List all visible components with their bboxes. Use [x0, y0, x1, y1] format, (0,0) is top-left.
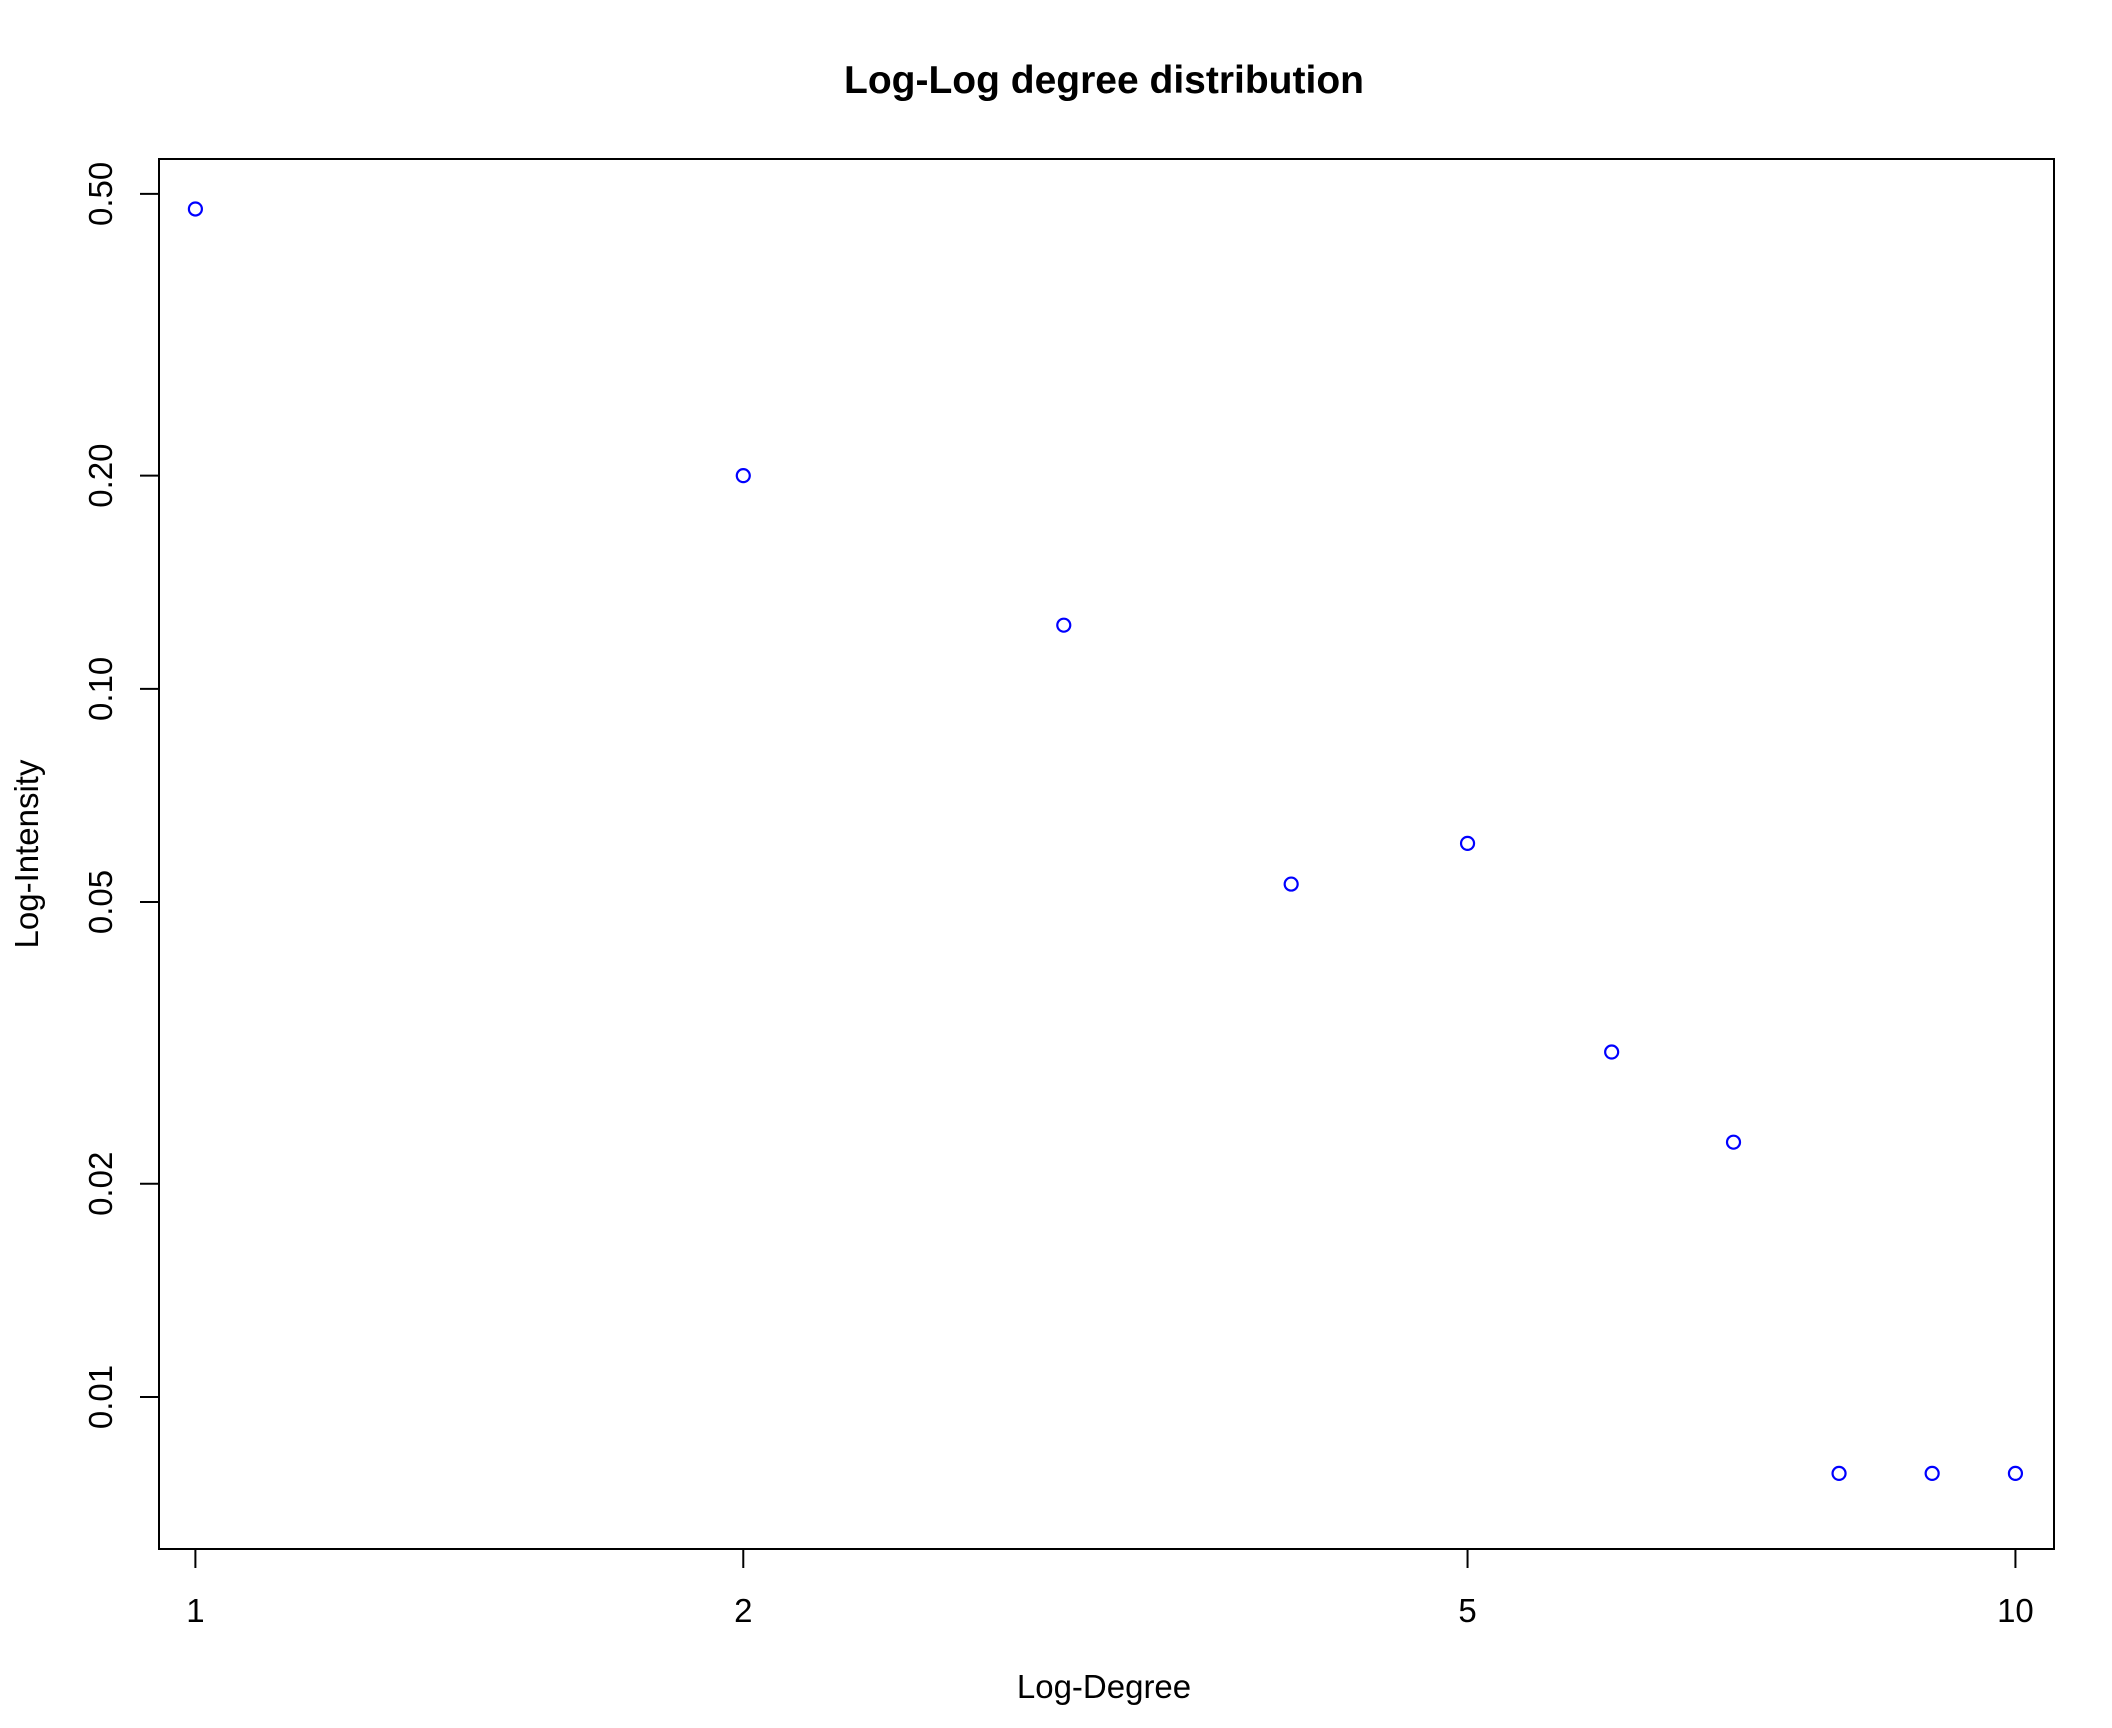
y-axis: 0.01 0.02 0.05 0.10 0.20 0.50 [82, 162, 160, 1429]
data-point [1459, 835, 1476, 851]
x-axis-title: Log-Degree [1017, 1668, 1191, 1705]
data-point [1831, 1465, 1847, 1481]
y-axis-title: Log-Intensity [8, 759, 45, 948]
data-point [1283, 876, 1299, 892]
data-point [1056, 617, 1072, 633]
data-point [1924, 1465, 1940, 1481]
x-tick-label: 1 [186, 1592, 204, 1629]
y-tick-label: 0.20 [82, 444, 119, 508]
x-tick-label: 5 [1458, 1592, 1476, 1629]
data-point [735, 468, 751, 484]
data-point [1604, 1044, 1620, 1060]
data-point [187, 201, 203, 217]
y-tick-label: 0.10 [82, 657, 119, 721]
y-tick-label: 0.50 [82, 162, 119, 226]
data-point [2007, 1465, 2024, 1481]
y-tick-label: 0.05 [82, 870, 119, 934]
x-tick-label: 2 [734, 1592, 752, 1629]
y-tick-label: 0.01 [82, 1365, 119, 1429]
data-point [1725, 1134, 1742, 1150]
x-tick-label: 10 [1997, 1592, 2034, 1629]
y-tick-label: 0.02 [82, 1152, 119, 1216]
data-points [187, 201, 2024, 1481]
x-axis: 1 2 5 10 [186, 1548, 2034, 1629]
plot-frame [158, 158, 2055, 1550]
chart-title: Log-Log degree distribution [844, 59, 1364, 102]
